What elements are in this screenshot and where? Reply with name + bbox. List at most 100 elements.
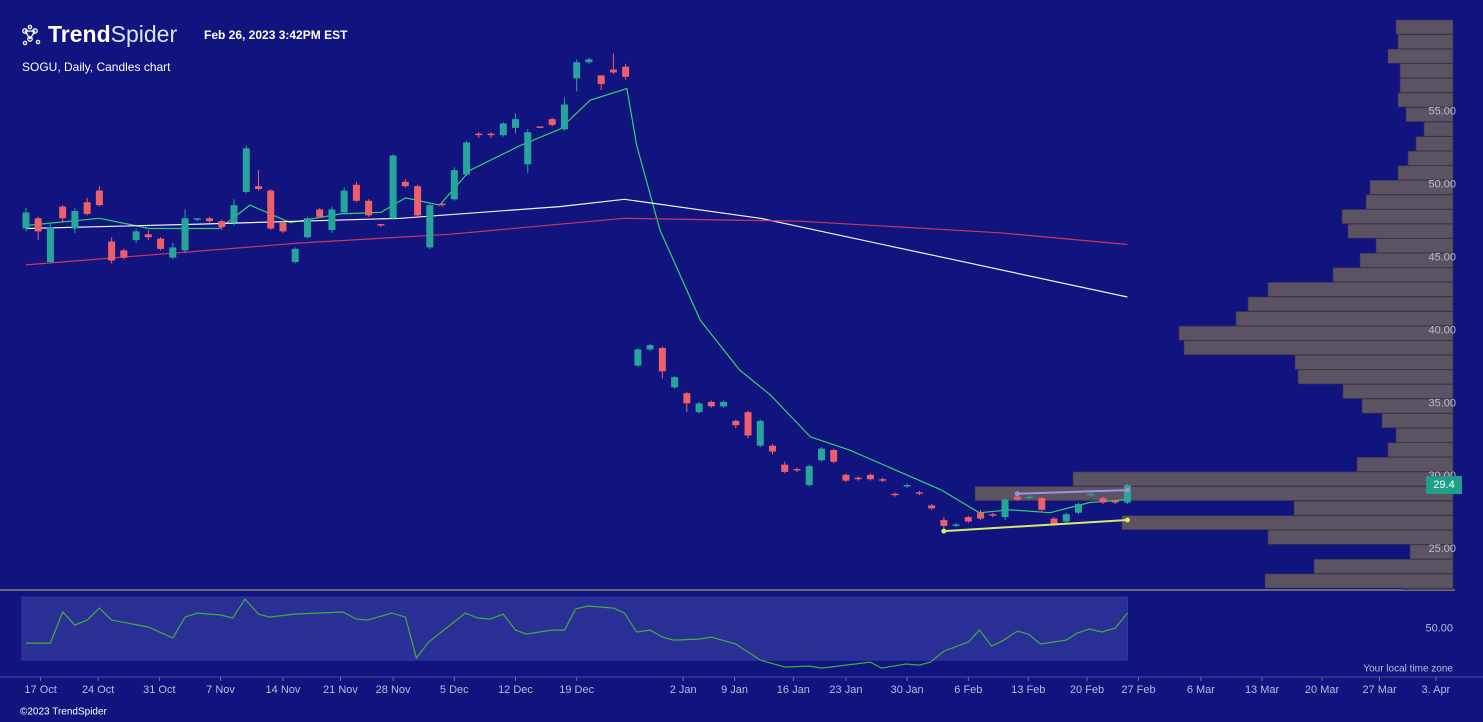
candle-body [646, 345, 654, 350]
candle-body [267, 190, 275, 229]
y-tick-label: 35.00 [1428, 397, 1456, 409]
candle-body [891, 493, 899, 496]
trendline-anchor [941, 528, 947, 534]
candle-body [230, 205, 238, 223]
candle-body [1013, 496, 1021, 500]
candle-body [487, 133, 495, 136]
candle-body [132, 231, 140, 241]
candle-body [352, 184, 360, 201]
volume-profile-bar [1121, 515, 1454, 531]
candle-body [414, 186, 422, 216]
candle-body [1062, 514, 1070, 522]
candle-body [218, 221, 226, 228]
candle-body [707, 401, 715, 407]
candle-body [695, 403, 703, 413]
x-tick-label: 5 Dec [440, 684, 469, 696]
candle-body [720, 401, 728, 407]
candle-body [940, 520, 948, 526]
candle-body [805, 466, 813, 486]
candle-body [83, 202, 91, 214]
volume-profile-bar [1365, 194, 1454, 210]
indicator-line [25, 598, 1128, 669]
y-tick-label: 25.00 [1428, 543, 1456, 555]
candle-body [475, 133, 483, 136]
candle-body [279, 222, 287, 232]
candle-body [854, 477, 862, 480]
volume-profile-bar [1072, 471, 1454, 487]
x-tick-label: 21 Nov [323, 684, 358, 696]
candle-body [365, 200, 373, 216]
candle-body [536, 126, 544, 128]
candle-body [71, 210, 79, 229]
candle-body [842, 474, 850, 481]
candle-body [952, 524, 960, 526]
x-tick-label: 19 Dec [559, 684, 594, 696]
volume-profile-bar [1399, 78, 1454, 93]
volume-profile-bar [1183, 340, 1454, 356]
candle-body [426, 205, 434, 248]
volume-profile-bar [1361, 398, 1454, 414]
candle-body [340, 190, 348, 213]
candle-body [866, 474, 874, 480]
volume-profile-bar [1267, 529, 1454, 545]
x-tick-label: 13 Feb [1011, 684, 1045, 696]
volume-profile-bar [1267, 282, 1454, 297]
candle-body [1038, 498, 1046, 510]
x-tick-label: 30 Jan [891, 684, 924, 696]
candle-body [671, 377, 679, 388]
candle-body [781, 464, 789, 472]
candle-body [1026, 496, 1034, 499]
volume-profile-bar [1405, 107, 1454, 122]
candle-body [830, 450, 838, 462]
volume-profile-bar [1235, 311, 1454, 326]
candle-body [977, 512, 985, 519]
candle-body [585, 59, 593, 63]
candle-body [989, 514, 997, 516]
x-tick-label: 14 Nov [266, 684, 301, 696]
candle-body [499, 123, 507, 136]
candle-body [769, 445, 777, 452]
x-tick-label: 13 Mar [1245, 684, 1280, 696]
candle-body [756, 420, 764, 446]
logo-icon [22, 24, 41, 46]
volume-profile-bar [1247, 296, 1454, 312]
trendline [1017, 489, 1128, 495]
volume-profile-bar [1375, 238, 1454, 254]
trendline-anchor [1124, 517, 1130, 523]
y-tick-label: 55.00 [1428, 106, 1456, 118]
volume-profile-bar [1293, 500, 1454, 516]
candle-body [377, 224, 385, 226]
candle-body [658, 348, 666, 372]
candle-body [964, 517, 972, 522]
moving-average [25, 87, 1128, 514]
candle-body [463, 142, 471, 175]
candle-body [597, 75, 605, 85]
x-tick-label: 24 Oct [82, 684, 114, 696]
y-tick-label: 45.00 [1428, 252, 1456, 264]
volume-profile-bar [1332, 267, 1454, 283]
candle-body [928, 505, 936, 509]
candle-body [46, 227, 54, 262]
volume-profile-bar [1409, 544, 1454, 560]
trendline-anchor [1124, 487, 1130, 493]
x-tick-label: 2 Jan [670, 684, 697, 696]
x-tick-label: 3. Apr [1421, 684, 1450, 696]
candle-body [1087, 493, 1095, 496]
volume-profile-bar [1397, 92, 1454, 108]
volume-profile-bar [1397, 165, 1454, 181]
candle-body [573, 62, 581, 79]
x-tick-label: 20 Feb [1070, 684, 1104, 696]
volume-profile-bar [1359, 252, 1454, 268]
candle-body [1111, 501, 1119, 503]
candle-body [95, 190, 103, 206]
candle-body [512, 119, 520, 128]
x-tick-label: 6 Mar [1187, 684, 1215, 696]
volume-profile-bar [1402, 588, 1454, 590]
candle-body [683, 393, 691, 404]
timezone-note: Your local time zone [1363, 664, 1453, 675]
x-tick-label: 28 Nov [376, 684, 411, 696]
candle-body [181, 218, 189, 251]
candle-body [1001, 499, 1009, 518]
x-tick-label: 12 Dec [498, 684, 533, 696]
last-price-label: 29.4 [1433, 479, 1454, 491]
